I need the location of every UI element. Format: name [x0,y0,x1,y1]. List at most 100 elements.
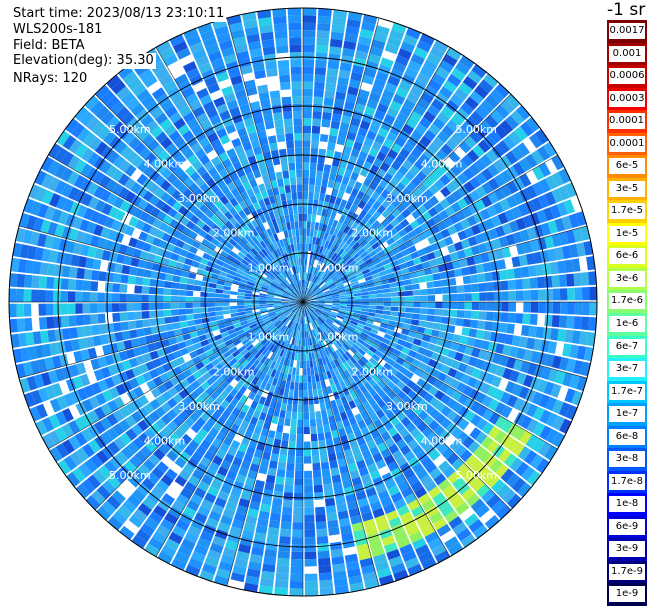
range-bin [324,330,331,338]
range-bin [538,302,546,314]
range-bin [314,499,325,508]
range-bin [392,348,402,357]
range-bin [454,444,467,457]
range-bin [486,440,500,454]
range-bin [233,339,242,346]
range-bin [360,345,369,353]
range-bin [210,390,220,401]
range-bin [132,207,144,219]
range-bin [318,316,325,323]
range-bin [241,259,250,266]
range-bin [141,311,150,319]
range-bin [354,295,362,299]
range-bin [417,193,428,205]
range-bin [449,302,458,310]
range-bin [206,107,219,119]
colorbar-swatch: 3e-6 [607,267,647,291]
range-bin [350,278,358,284]
range-bin [488,363,499,375]
colorbar-swatch: 0.0006 [607,65,647,89]
range-bin [322,312,330,317]
range-bin [68,139,82,154]
range-bin [367,312,376,317]
range-bin [127,494,142,508]
range-bin [199,203,209,214]
range-bin [244,233,252,242]
range-bin [419,438,431,450]
range-bin [229,265,238,273]
range-bin [137,483,151,497]
range-bin [331,556,345,565]
range-bin [122,479,136,494]
range-bin [554,218,566,232]
range-bin [296,360,300,369]
range-bin [266,306,275,310]
range-bin [303,434,311,442]
range-bin [426,342,436,352]
range-bin [312,389,318,397]
range-bin [201,238,211,247]
range-bin [105,179,118,192]
range-bin [142,371,153,383]
range-bin [484,454,498,468]
range-bin [566,358,577,373]
range-bin [101,445,115,460]
range-bin [296,280,300,288]
range-bin [360,356,369,364]
range-bin [192,48,207,61]
range-bin [163,309,172,317]
range-bin [303,169,310,178]
range-bin [499,355,509,367]
range-bin [424,531,439,544]
range-bin [311,322,315,330]
range-bin [335,256,343,264]
range-bin [314,289,322,294]
range-bin [276,311,284,316]
range-bin [481,395,493,408]
range-bin [311,313,317,320]
range-bin [461,266,470,276]
range-bin [421,355,431,365]
range-bin [185,93,199,105]
range-bin [368,357,378,366]
range-bin [282,223,288,231]
range-bin [104,377,115,389]
range-bin [404,67,419,79]
range-bin [475,392,487,404]
range-bin [349,250,358,258]
range-bin [291,258,296,267]
start-time-label: Start time: 2023/08/13 23:10:11 [11,6,227,22]
range-bin [303,59,315,67]
range-bin [49,446,63,463]
range-bin [375,334,384,342]
range-bin [338,311,346,316]
range-bin [377,521,390,533]
range-bin [347,432,356,442]
range-bin [341,242,349,251]
range-bin [279,349,285,357]
range-bin [282,506,293,515]
range-bin [446,47,462,61]
range-bin [363,243,372,251]
range-bin [397,338,406,347]
range-bin [314,310,321,316]
range-bin [303,338,306,347]
range-bin [434,231,444,242]
range-bin [258,17,273,27]
range-bin [390,376,401,385]
range-bin [345,288,354,293]
range-bin [288,267,293,276]
range-bin [515,279,524,290]
range-bin [451,457,465,471]
range-bin [379,144,391,156]
range-bin [325,498,336,507]
range-bin [305,250,309,259]
range-bin [47,176,60,192]
range-bin [41,248,51,262]
range-bin [281,163,289,172]
range-bin [289,321,294,329]
range-bin [363,137,374,148]
range-bin [524,450,538,465]
range-bin [476,418,488,431]
range-bin [279,255,285,263]
